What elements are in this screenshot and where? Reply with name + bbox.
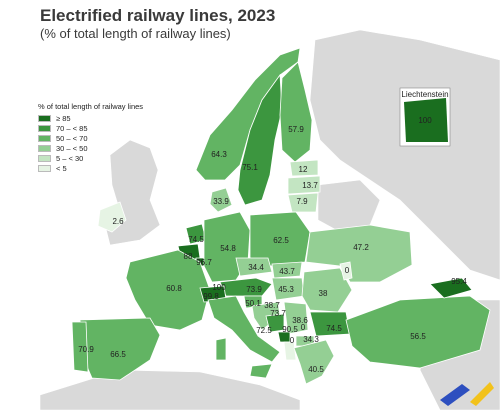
label-albania: 0 xyxy=(290,336,295,345)
country-italy xyxy=(207,295,281,363)
label-luxembourg: 96.7 xyxy=(196,258,212,267)
country-latvia xyxy=(287,175,321,195)
legend-swatch xyxy=(38,154,51,162)
label-slovenia: 50.1 xyxy=(245,299,261,308)
country-sicily xyxy=(249,363,273,379)
country-ireland xyxy=(97,201,127,233)
eurostat-logo xyxy=(440,382,494,406)
legend-label: 70 – < 85 xyxy=(56,123,88,133)
page-title: Electrified railway lines, 2023 xyxy=(40,6,276,25)
value-labels: 2.6 64.3 75.1 57.9 12 13.7 7.9 33.9 74.5… xyxy=(78,90,467,374)
legend-swatch xyxy=(38,134,51,142)
label-portugal: 70.9 xyxy=(78,345,94,354)
label-belgium: 88 xyxy=(184,252,193,261)
label-austria: 73.9 xyxy=(246,285,262,294)
country-estonia xyxy=(289,159,319,177)
country-turkey xyxy=(345,295,491,369)
legend-item: ≥ 85 xyxy=(38,113,143,123)
label-czechia: 34.4 xyxy=(248,263,264,272)
label-denmark: 33.9 xyxy=(213,197,229,206)
label-ukraine: 47.2 xyxy=(353,243,369,252)
legend-label: < 5 xyxy=(56,163,67,173)
label-bosnia: 73.7 xyxy=(270,309,286,318)
label-latvia: 13.7 xyxy=(302,181,318,190)
legend-swatch xyxy=(38,114,51,122)
label-serbia: 38.6 xyxy=(292,316,308,325)
label-switzerland2: 99.8 xyxy=(203,292,219,301)
country-albania xyxy=(283,341,297,361)
legend-item: 5 – < 30 xyxy=(38,153,143,163)
inset-liechtenstein xyxy=(399,87,451,147)
legend-item: 30 – < 50 xyxy=(38,143,143,153)
label-georgia: 95.4 xyxy=(451,277,467,286)
label-inset-value: 100 xyxy=(418,116,432,125)
legend-label: 50 – < 70 xyxy=(56,133,88,143)
legend: % of total length of railway lines ≥ 85 … xyxy=(38,102,143,173)
country-finland xyxy=(279,61,313,163)
country-sweden xyxy=(237,73,283,206)
label-croatia: 38.7 xyxy=(264,301,280,310)
label-bulgaria: 74.5 xyxy=(326,324,342,333)
label-ireland: 2.6 xyxy=(112,217,124,226)
legend-item: 50 – < 70 xyxy=(38,133,143,143)
label-turkey: 56.5 xyxy=(410,332,426,341)
legend-swatch xyxy=(38,144,51,152)
country-greece xyxy=(293,339,335,385)
country-moldova xyxy=(339,261,353,281)
country-shapes xyxy=(71,47,491,385)
legend-swatch xyxy=(38,124,51,132)
country-sardinia xyxy=(215,337,227,361)
country-slovakia xyxy=(271,261,303,279)
label-netherlands: 74.5 xyxy=(188,235,204,244)
label-moldova: 0 xyxy=(345,266,350,275)
label-finland: 57.9 xyxy=(288,125,304,134)
legend-item: 70 – < 85 xyxy=(38,123,143,133)
country-denmark xyxy=(209,187,233,213)
label-lithuania: 7.9 xyxy=(296,197,308,206)
legend-title: % of total length of railway lines xyxy=(38,102,144,111)
label-italy: 72.5 xyxy=(256,326,272,335)
country-georgia xyxy=(429,277,473,299)
legend-label: 5 – < 30 xyxy=(56,153,84,163)
legend-swatch xyxy=(38,164,51,172)
label-romania: 38 xyxy=(319,289,328,298)
country-france xyxy=(125,249,211,331)
legend-item: < 5 xyxy=(38,163,143,173)
label-germany: 54.8 xyxy=(220,244,236,253)
country-lithuania xyxy=(287,192,319,213)
country-norway xyxy=(195,47,301,181)
label-norway: 64.3 xyxy=(211,150,227,159)
country-portugal xyxy=(71,321,89,373)
label-inset-name: Liechtenstein xyxy=(401,90,448,99)
country-serbia xyxy=(283,301,309,335)
label-slovakia: 43.7 xyxy=(279,267,295,276)
country-czechia xyxy=(235,257,273,277)
label-hungary: 45.3 xyxy=(278,285,294,294)
label-greece: 40.5 xyxy=(308,365,324,374)
country-ukraine xyxy=(305,224,413,283)
label-sweden: 75.1 xyxy=(242,163,258,172)
label-poland: 62.5 xyxy=(273,236,289,245)
legend-label: 30 – < 50 xyxy=(56,143,88,153)
legend-label: ≥ 85 xyxy=(56,113,71,123)
country-bosnia xyxy=(265,313,285,333)
label-estonia: 12 xyxy=(299,165,308,174)
page-subtitle: (% of total length of railway lines) xyxy=(40,26,231,41)
label-switzerland: 100 xyxy=(212,283,226,292)
label-spain: 66.5 xyxy=(110,350,126,359)
label-montenegro: 90.5 xyxy=(282,325,298,334)
label-france: 60.8 xyxy=(166,284,182,293)
label-north-macedonia: 34.3 xyxy=(303,335,319,344)
label-kosovo: 0 xyxy=(301,323,306,332)
